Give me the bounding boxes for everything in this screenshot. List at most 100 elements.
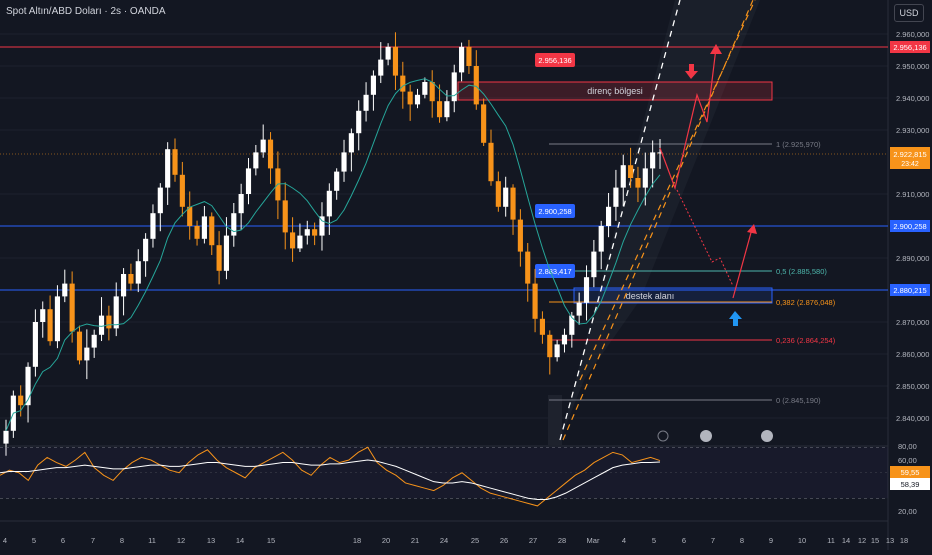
candle-body-67 (495, 181, 501, 207)
candle-body-79 (583, 277, 590, 303)
candle-body-73 (539, 318, 545, 335)
candle-body-0 (3, 430, 9, 444)
candle-body-19 (143, 238, 149, 262)
candle-body-81 (598, 226, 604, 252)
candle-body-88 (650, 152, 656, 169)
candles-layer (3, 32, 663, 456)
projection-rebound-arrowhead (747, 224, 757, 234)
price-tag-1 (890, 220, 930, 232)
x-tick-label-18: Mar (587, 536, 600, 545)
candle-body-17 (128, 274, 134, 284)
candle-body-33 (245, 168, 252, 194)
candle-body-59 (436, 101, 443, 118)
down-arrow-stem (689, 64, 694, 72)
y-tick-label-0: 2.960,000 (896, 30, 929, 39)
candle-body-29 (216, 245, 222, 271)
candle-body-23 (172, 149, 178, 175)
moving-average-line (5, 78, 661, 431)
candle-body-75 (554, 344, 560, 358)
projection-dotted-path (676, 189, 734, 287)
x-tick-label-4: 8 (120, 536, 124, 545)
candle-body-26 (194, 226, 200, 239)
fib-label-2: 0,382 (2.876,048) (776, 298, 836, 307)
current-price-tag (890, 147, 930, 169)
level-flag-2 (535, 264, 575, 278)
candle-body-24 (179, 174, 185, 207)
up-arrow-stem (733, 318, 738, 326)
candle-body-66 (488, 142, 494, 182)
y-tick-label-7: 2.860,000 (896, 350, 929, 359)
candle-body-18 (135, 261, 141, 284)
x-tick-label-1: 5 (32, 536, 36, 545)
lightning-event-icon (657, 430, 669, 442)
candle-body-31 (231, 213, 237, 236)
candle-body-28 (209, 216, 215, 246)
candle-body-25 (187, 206, 193, 226)
level-flag-text-1: 2.900,258 (538, 207, 571, 216)
rsi-line (0, 446, 661, 507)
x-tick-label-7: 13 (207, 536, 215, 545)
candle-body-42 (312, 229, 318, 236)
rsi-y-tick-0: 60,00 (898, 456, 917, 465)
channel-lower-orange (562, 0, 754, 441)
candle-body-77 (569, 315, 575, 335)
rsi-y-tick-top: 80,00 (898, 442, 917, 451)
x-tick-label-14: 25 (471, 536, 479, 545)
x-tick-label-3: 7 (91, 536, 95, 545)
y-tick-label-4: 2.910,000 (896, 190, 929, 199)
candle-body-2 (18, 395, 24, 406)
candle-body-74 (547, 334, 553, 358)
rsi-y-tick-2: 20,00 (898, 507, 917, 516)
x-tick-label-5: 11 (148, 536, 156, 545)
candle-body-63 (466, 46, 472, 66)
candle-body-89 (657, 152, 663, 154)
y-tick-label-5: 2.890,000 (896, 254, 929, 263)
x-tick-label-6: 12 (177, 536, 185, 545)
x-tick-label-31: 18 (900, 536, 908, 545)
x-tick-label-11: 20 (382, 536, 390, 545)
candle-body-55 (407, 91, 413, 105)
candle-body-22 (165, 149, 171, 188)
candle-body-62 (459, 46, 465, 73)
currency-button[interactable]: USD (894, 4, 924, 22)
level-flag-text-0: 2.956,136 (538, 56, 571, 65)
y-tick-label-8: 2.850,000 (896, 382, 929, 391)
candle-body-3 (25, 366, 31, 406)
candle-body-35 (260, 139, 266, 153)
candle-body-87 (642, 168, 648, 188)
x-tick-label-26: 11 (827, 536, 835, 545)
x-tick-label-27: 12 (858, 536, 866, 545)
candle-body-14 (106, 315, 112, 329)
rsi-ma-text: 58,39 (901, 480, 920, 489)
candle-body-61 (451, 72, 457, 102)
candle-body-69 (510, 187, 516, 220)
level-flag-0 (535, 53, 575, 67)
x-tick-label-30: 15 (871, 536, 879, 545)
channel-mid-orange (579, 0, 756, 381)
candle-body-12 (91, 334, 97, 348)
y-tick-label-6: 2.870,000 (896, 318, 929, 327)
current-price-countdown: 23:42 (901, 161, 919, 168)
x-tick-label-15: 26 (500, 536, 508, 545)
candle-body-21 (157, 187, 163, 214)
x-tick-label-25: 10 (798, 536, 806, 545)
projection-up-arrowhead (710, 44, 722, 54)
us-flag-event-icon (761, 430, 773, 442)
x-tick-label-10: 18 (353, 536, 361, 545)
candle-body-11 (84, 347, 90, 361)
fib-label-1: 0,5 (2.885,580) (776, 267, 827, 276)
projection-rebound-path (732, 228, 753, 299)
candle-body-20 (150, 213, 156, 239)
candle-body-60 (444, 101, 450, 118)
y-tick-label-2: 2.940,000 (896, 94, 929, 103)
y-tick-label-9: 2.840,000 (896, 414, 929, 423)
x-tick-label-21: 6 (682, 536, 686, 545)
candle-body-5 (40, 309, 46, 322)
candle-body-45 (334, 171, 340, 191)
candle-body-40 (297, 235, 303, 249)
candle-body-16 (121, 274, 127, 297)
candle-body-36 (267, 139, 274, 169)
x-tick-label-20: 5 (652, 536, 656, 545)
